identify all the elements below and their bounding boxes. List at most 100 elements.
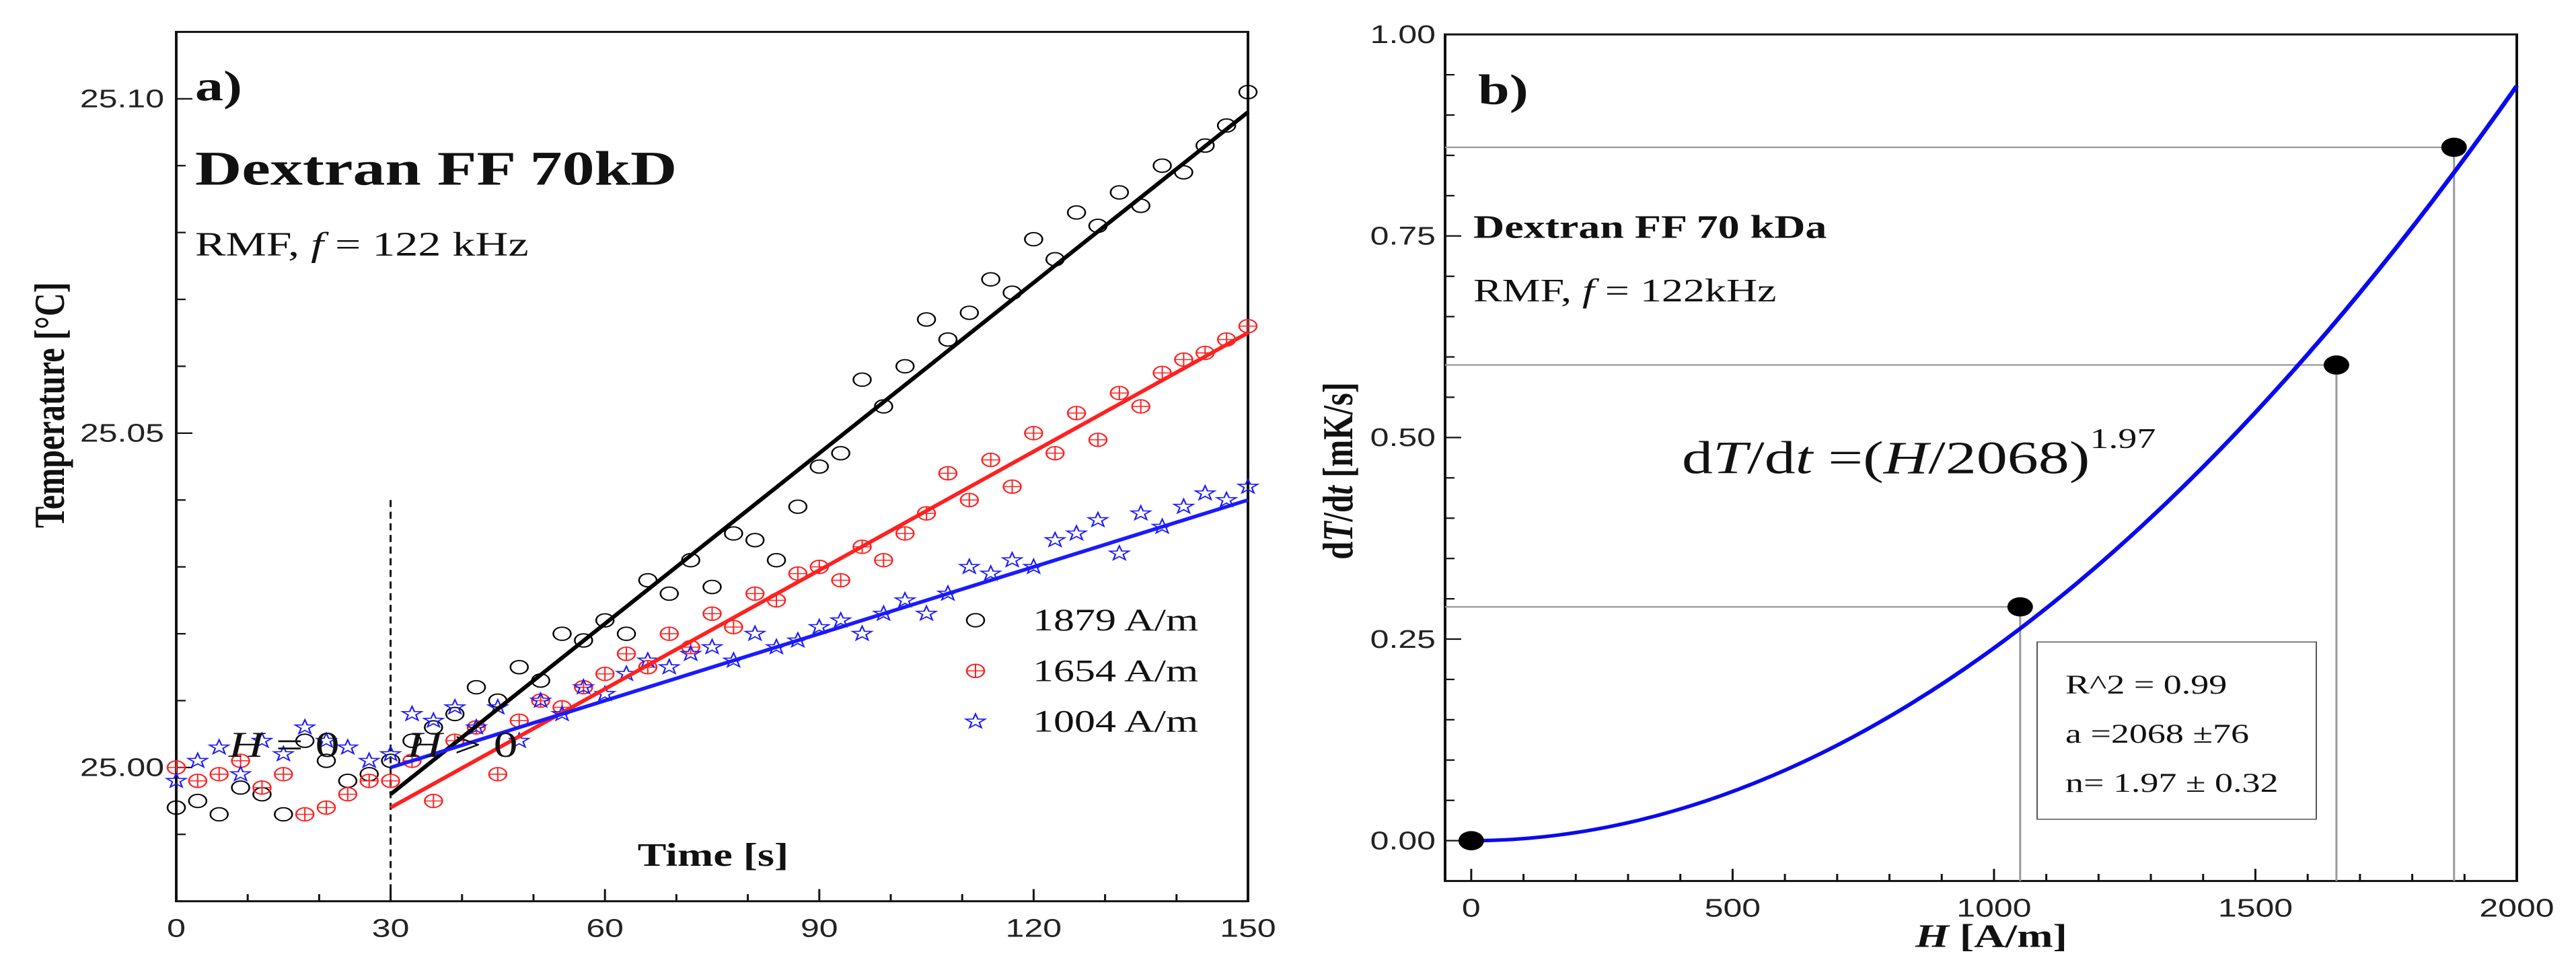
data-point xyxy=(252,780,272,795)
data-point xyxy=(2007,597,2033,617)
eq-part: /d xyxy=(1747,432,1796,484)
x-tick-label: 500 xyxy=(1705,894,1761,922)
data-point xyxy=(1088,433,1108,447)
panel-a-title: Dextran FF 70kD xyxy=(195,142,677,196)
data-point xyxy=(745,533,765,548)
data-point xyxy=(529,691,553,708)
fit-stat-r2: R^2 = 0.99 xyxy=(2065,669,2227,700)
marker-cross xyxy=(1132,400,1150,413)
eq-part: T xyxy=(1713,432,1752,484)
legend-marker-1879 xyxy=(965,613,986,628)
ylabel-part: [mK/s] xyxy=(1315,382,1362,486)
data-point xyxy=(1109,185,1130,200)
data-point xyxy=(809,459,830,474)
data-point xyxy=(400,704,424,722)
data-point xyxy=(274,767,293,782)
data-point xyxy=(1002,479,1022,494)
data-point xyxy=(657,657,682,675)
marker-cross xyxy=(1089,433,1107,447)
marker-cross xyxy=(618,647,636,661)
marker-cross xyxy=(896,527,914,540)
data-point xyxy=(379,745,403,762)
marker-cross xyxy=(725,620,743,634)
eq-part: d xyxy=(1682,432,1713,484)
fit-line-1004 xyxy=(390,498,1249,770)
panel-b-label: b) xyxy=(1478,67,1529,114)
data-point xyxy=(336,738,360,755)
data-point xyxy=(381,774,400,788)
y-tick-label: 0.25 xyxy=(1370,626,1436,654)
fit-stats-box xyxy=(2036,641,2317,820)
x-tick-label: 0 xyxy=(167,914,186,942)
data-point xyxy=(466,679,486,695)
legend-label-1004: 1004 A/m xyxy=(1033,704,1198,739)
data-point xyxy=(829,611,853,628)
data-point xyxy=(981,452,1000,468)
x-tick-label: 60 xyxy=(586,914,624,942)
y-tick-label: 25.10 xyxy=(80,85,164,113)
y-tick-label: 1.00 xyxy=(1370,21,1436,49)
panel-b-xlabel: H [A/m] xyxy=(1915,919,2067,955)
data-point xyxy=(402,733,422,748)
annotation-var: H xyxy=(406,725,444,765)
data-point xyxy=(745,586,765,601)
data-point xyxy=(1024,231,1043,247)
eq-part: t xyxy=(1796,432,1814,484)
y-tick-label: 0.50 xyxy=(1370,424,1436,452)
data-point xyxy=(1066,205,1087,220)
ylabel-part: d xyxy=(1315,542,1362,560)
marker-cross xyxy=(875,553,893,567)
data-point xyxy=(571,677,595,695)
ylabel-part: t xyxy=(1315,484,1362,494)
data-point xyxy=(874,552,893,568)
fit-line-1879 xyxy=(389,110,1250,796)
data-point xyxy=(659,586,679,601)
data-point xyxy=(357,751,381,769)
subtitle-prefix: RMF, xyxy=(1473,273,1582,309)
data-point xyxy=(338,774,358,788)
data-point xyxy=(1109,385,1130,400)
data-point xyxy=(1152,365,1172,381)
data-point xyxy=(509,660,529,675)
panel-a: 0 30 60 90 120 150 25.00 25.05 25.10 xyxy=(80,30,1276,942)
marker-cross xyxy=(1025,427,1043,440)
panel-a-label: a) xyxy=(195,63,242,110)
data-point xyxy=(231,780,250,795)
data-point xyxy=(1064,524,1089,542)
marker-cross xyxy=(381,774,400,788)
data-point xyxy=(659,626,679,641)
eq-part: H xyxy=(1883,432,1931,484)
marker-cross xyxy=(510,714,528,728)
xlabel-var: H xyxy=(1915,919,1950,955)
data-point xyxy=(1214,490,1239,508)
annotation-rest: > 0 xyxy=(442,725,518,765)
subtitle-suffix: = 122 kHz xyxy=(324,225,529,264)
marker-cross xyxy=(1046,446,1064,460)
panel-a-ylabel: Temperature [°C] xyxy=(27,282,74,528)
data-point xyxy=(914,604,939,622)
data-point xyxy=(1238,319,1258,334)
legend-label-1654: 1654 A/m xyxy=(1033,653,1198,688)
data-point xyxy=(895,359,915,374)
data-point xyxy=(2323,355,2349,375)
marker-cross xyxy=(660,627,678,640)
marker-cross xyxy=(1110,386,1128,400)
y-tick-label: 0.00 xyxy=(1370,827,1436,855)
data-point xyxy=(1216,118,1237,133)
marker-cross xyxy=(982,453,1000,467)
marker-cross xyxy=(1153,366,1171,380)
data-point xyxy=(938,466,958,481)
data-point xyxy=(316,800,336,815)
ylabel-part: T xyxy=(1315,520,1362,541)
data-point xyxy=(916,312,936,327)
data-point xyxy=(1458,831,1484,850)
y-tick-label: 25.00 xyxy=(80,754,164,782)
marker-cross xyxy=(832,573,850,587)
plot-frame xyxy=(1444,33,2518,883)
panel-a-subtitle: RMF, f = 122 kHz xyxy=(195,225,529,264)
data-point xyxy=(250,731,274,749)
data-point xyxy=(488,767,508,782)
data-point xyxy=(1043,531,1067,548)
data-point xyxy=(1193,484,1217,501)
marker-cross xyxy=(939,466,957,480)
